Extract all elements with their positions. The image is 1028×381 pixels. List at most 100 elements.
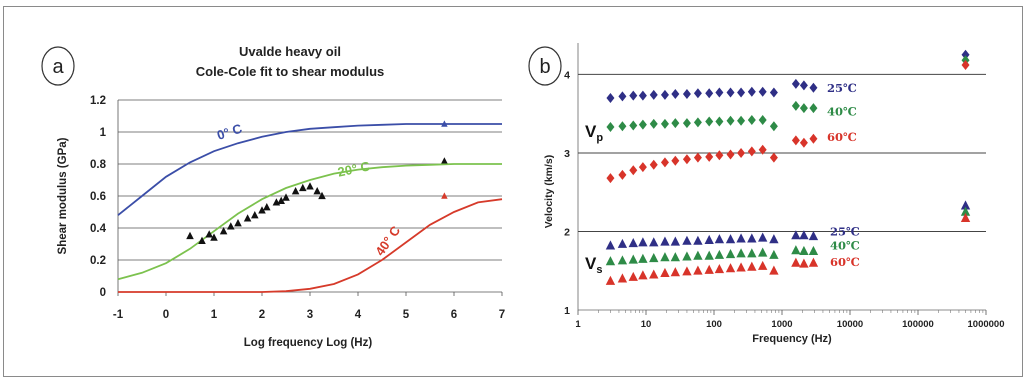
vs-point [605,256,616,266]
vs-point [747,261,757,271]
vs-point [769,265,779,275]
vp-point [758,144,767,155]
vs-point [747,233,757,243]
vs-point [617,273,628,283]
vp-point [649,159,658,170]
vs-point [649,252,659,263]
vp-point [671,155,680,166]
vs-point [736,248,746,258]
chart-title: Uvalde heavy oil [239,44,341,59]
panel-a-label: a [52,56,64,78]
vs-point [660,236,670,246]
panel-a-chart: a Uvalde heavy oil Cole-Cole fit to shear … [41,44,505,349]
vs-point [704,250,714,260]
data-point [277,196,285,204]
vs-point [617,238,628,248]
data-point [205,230,213,238]
vs-point [725,234,736,244]
vs-point [808,230,819,241]
vp-point [791,135,800,146]
vp-point [726,87,735,98]
vp-temp-label: 60℃ [827,130,857,144]
data-point [186,231,194,240]
x-tick-label: 10 [641,319,652,330]
vp-point [769,152,778,163]
vs-point [638,270,648,280]
vp-point [705,116,714,127]
x-tick-label: 1000 [771,319,792,330]
y-axis-label: Shear modulus (GPa) [57,137,69,254]
extra-point [441,192,448,199]
vs-point [758,232,768,242]
vp-point [791,100,800,111]
vp-point [638,162,647,173]
vs-point [605,275,616,285]
x-axis-label: Log frequency Log (Hz) [244,337,373,349]
vp-point [606,173,615,184]
vs-point [791,230,801,240]
y-tick-label: 2 [564,226,570,238]
vs-point [799,258,809,268]
vp-point [705,151,714,162]
vs-point [649,269,659,279]
vs-point [714,234,725,244]
vp-point [809,133,818,144]
vs-point [736,233,746,243]
vp-point [747,146,756,157]
vp-point [638,90,647,101]
vp-point [726,115,735,126]
vs-point [736,262,746,272]
panel-b-label: b [539,56,550,78]
vp-point [809,103,818,114]
extra-point [441,120,448,127]
x-tick-label: 1 [211,309,218,321]
vp-point [799,80,808,91]
vp-hf-point [961,59,970,70]
vp-point [682,89,691,100]
x-tick-label: 4 [355,309,362,321]
data-point [313,187,321,195]
vs-point [704,264,714,274]
data-point [306,182,314,190]
vp-point [671,118,680,129]
vs-point [628,254,638,264]
vp-point [693,152,702,163]
y-tick-label: 0 [100,287,106,299]
vp-point [629,165,638,176]
vp-point [649,118,658,129]
vp-point [758,86,767,97]
y-tick-label: 1 [564,305,570,317]
vp-hf-point [961,49,970,60]
vs-temp-label: 40℃ [830,239,860,253]
vs-point [682,266,692,276]
data-point [263,203,271,211]
vs-point [791,257,801,267]
vp-point [671,89,680,100]
vp-point [638,119,647,130]
vs-point [617,255,628,265]
vs-point [769,249,779,259]
vp-point [747,86,756,97]
vp-label: Vp [585,122,603,144]
vs-point [769,234,779,244]
vs-point [704,234,714,245]
x-tick-label: 1000000 [968,319,1005,330]
vs-point [747,248,757,258]
vs-hf-point [960,212,971,223]
vp-point [660,157,669,168]
vp-point [769,87,778,98]
vs-point [758,247,768,257]
vs-point [638,237,648,247]
vp-point [693,117,702,128]
vp-point [715,116,724,127]
data-point [227,222,235,230]
vs-point [725,249,736,259]
vs-temp-label: 25℃ [830,224,860,238]
vp-point [660,89,669,100]
vs-point [791,245,801,255]
vs-point [682,251,692,261]
data-point [198,236,206,244]
curve-label: 20° C [336,158,372,180]
